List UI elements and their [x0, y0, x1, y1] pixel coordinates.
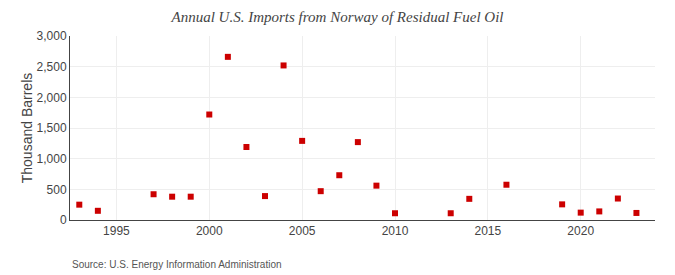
svg-text:2,500: 2,500 [37, 60, 67, 74]
svg-text:1,000: 1,000 [37, 152, 67, 166]
svg-text:2010: 2010 [382, 224, 409, 238]
svg-text:2,000: 2,000 [37, 91, 67, 105]
svg-text:2000: 2000 [196, 224, 223, 238]
svg-text:Thousand Barrels: Thousand Barrels [19, 73, 35, 184]
svg-text:2020: 2020 [567, 224, 594, 238]
svg-text:3,000: 3,000 [37, 29, 67, 43]
svg-text:500: 500 [47, 183, 67, 197]
svg-text:1,500: 1,500 [37, 121, 67, 135]
svg-text:0: 0 [60, 213, 67, 227]
svg-text:1995: 1995 [103, 224, 130, 238]
svg-text:2015: 2015 [475, 224, 502, 238]
svg-text:Annual U.S. Imports from Norwa: Annual U.S. Imports from Norway of Resid… [171, 9, 504, 25]
svg-text:Source: U.S. Energy Informatio: Source: U.S. Energy Information Administ… [72, 259, 282, 270]
svg-text:2005: 2005 [289, 224, 316, 238]
